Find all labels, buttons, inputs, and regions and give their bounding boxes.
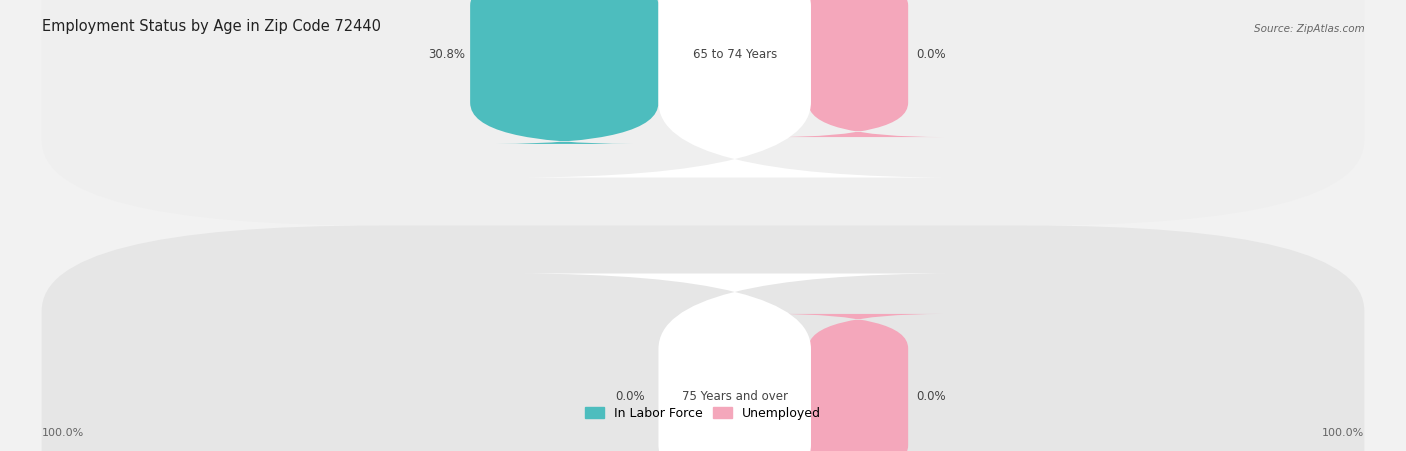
FancyBboxPatch shape: [470, 0, 658, 144]
FancyBboxPatch shape: [42, 0, 1364, 226]
Text: 0.0%: 0.0%: [917, 48, 946, 60]
Text: 0.0%: 0.0%: [616, 391, 645, 403]
Text: Source: ZipAtlas.com: Source: ZipAtlas.com: [1254, 23, 1364, 33]
FancyBboxPatch shape: [515, 273, 956, 451]
Text: 75 Years and over: 75 Years and over: [682, 391, 787, 403]
FancyBboxPatch shape: [773, 314, 943, 451]
FancyBboxPatch shape: [515, 0, 956, 178]
Text: 65 to 74 Years: 65 to 74 Years: [693, 48, 778, 60]
Text: 30.8%: 30.8%: [427, 48, 465, 60]
Text: Employment Status by Age in Zip Code 72440: Employment Status by Age in Zip Code 724…: [42, 18, 381, 33]
FancyBboxPatch shape: [42, 226, 1364, 451]
Legend: In Labor Force, Unemployed: In Labor Force, Unemployed: [581, 402, 825, 425]
Text: 100.0%: 100.0%: [42, 428, 84, 438]
Text: 100.0%: 100.0%: [1322, 428, 1364, 438]
Text: 0.0%: 0.0%: [917, 391, 946, 403]
FancyBboxPatch shape: [773, 0, 943, 137]
